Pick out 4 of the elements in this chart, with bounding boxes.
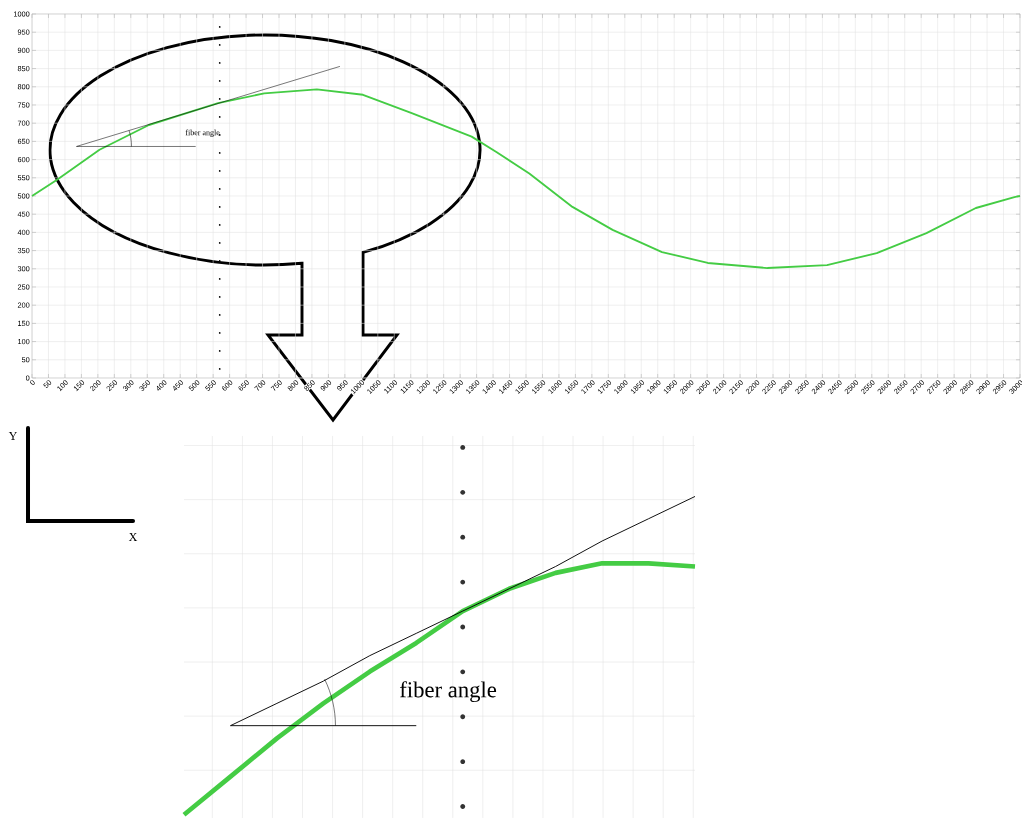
annotation: fiber angle xyxy=(399,681,497,703)
annotation: fiber angle xyxy=(185,129,220,137)
text: X xyxy=(128,533,138,541)
text: Y xyxy=(8,432,18,440)
